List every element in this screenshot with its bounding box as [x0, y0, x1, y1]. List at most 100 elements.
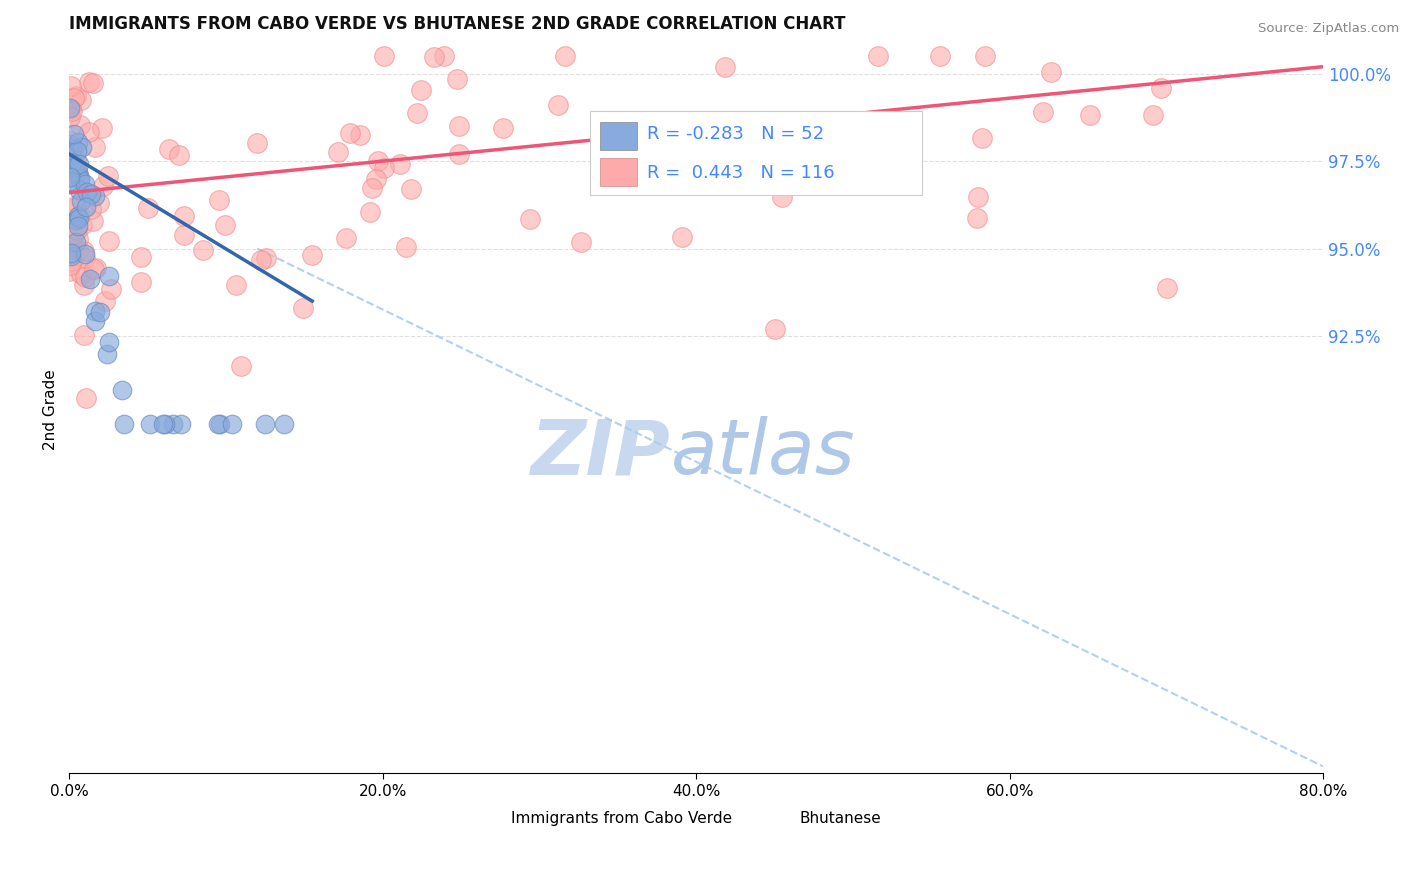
- Point: [214, 219, 236, 233]
- Point: [152, 417, 174, 431]
- Point: [671, 230, 693, 244]
- Point: [519, 211, 541, 226]
- Point: [62, 140, 84, 154]
- Point: [66, 135, 89, 149]
- Point: [423, 50, 446, 64]
- Point: [73, 270, 96, 285]
- Point: [63, 227, 86, 241]
- Text: R =  0.443   N = 116: R = 0.443 N = 116: [647, 164, 835, 182]
- Point: [75, 177, 97, 191]
- Point: [84, 303, 107, 318]
- Point: [250, 253, 273, 268]
- Point: [98, 234, 121, 248]
- Point: [60, 254, 83, 268]
- Point: [58, 141, 80, 155]
- Y-axis label: 2nd Grade: 2nd Grade: [44, 369, 58, 450]
- Point: [69, 173, 91, 187]
- Point: [58, 247, 80, 261]
- Point: [66, 244, 89, 259]
- Point: [207, 417, 229, 431]
- Point: [928, 49, 950, 63]
- Point: [547, 98, 569, 112]
- Point: [373, 161, 395, 176]
- Point: [373, 49, 395, 63]
- Point: [208, 417, 231, 431]
- Point: [59, 246, 82, 260]
- Point: [162, 417, 184, 431]
- Point: [60, 156, 83, 170]
- Point: [858, 127, 880, 141]
- Point: [98, 268, 121, 283]
- Point: [360, 180, 382, 194]
- Point: [366, 171, 388, 186]
- Point: [65, 213, 87, 227]
- Point: [58, 264, 80, 278]
- Point: [70, 194, 93, 208]
- Point: [359, 205, 381, 219]
- Point: [59, 102, 82, 116]
- Point: [136, 202, 159, 216]
- Text: Immigrants from Cabo Verde: Immigrants from Cabo Verde: [510, 811, 731, 826]
- Point: [554, 49, 576, 63]
- Point: [59, 169, 82, 184]
- Point: [291, 301, 314, 315]
- Point: [967, 190, 990, 204]
- Point: [872, 122, 894, 136]
- Point: [225, 278, 247, 293]
- Point: [63, 128, 86, 142]
- Point: [65, 88, 87, 103]
- Point: [66, 164, 89, 178]
- Point: [63, 199, 86, 213]
- Point: [129, 276, 152, 290]
- Point: [449, 120, 471, 134]
- FancyBboxPatch shape: [464, 810, 502, 828]
- Point: [446, 71, 468, 86]
- Point: [433, 49, 456, 63]
- Point: [65, 235, 87, 249]
- Text: Source: ZipAtlas.com: Source: ZipAtlas.com: [1258, 22, 1399, 36]
- Point: [73, 251, 96, 265]
- Point: [1156, 280, 1178, 294]
- Point: [67, 183, 90, 197]
- Point: [326, 145, 349, 159]
- Point: [80, 202, 103, 216]
- Point: [173, 227, 195, 242]
- Point: [66, 144, 89, 158]
- Point: [157, 142, 180, 156]
- Point: [79, 272, 101, 286]
- Point: [973, 49, 995, 63]
- Point: [70, 140, 93, 154]
- Point: [97, 169, 120, 183]
- Point: [169, 417, 191, 431]
- Point: [682, 162, 704, 177]
- Point: [191, 244, 214, 258]
- Point: [678, 117, 700, 131]
- Point: [112, 417, 135, 431]
- Point: [72, 244, 94, 259]
- Point: [449, 147, 471, 161]
- Point: [772, 190, 794, 204]
- Point: [66, 165, 89, 179]
- Point: [75, 247, 97, 261]
- Point: [167, 148, 190, 162]
- Point: [59, 134, 82, 148]
- Point: [84, 260, 107, 275]
- Point: [83, 140, 105, 154]
- Point: [72, 219, 94, 233]
- Point: [734, 119, 756, 133]
- Point: [89, 305, 111, 319]
- Point: [569, 235, 592, 249]
- Point: [69, 118, 91, 132]
- Point: [67, 211, 90, 226]
- Point: [866, 49, 889, 63]
- Point: [492, 120, 515, 135]
- Point: [91, 121, 114, 136]
- Point: [970, 131, 993, 145]
- Point: [60, 159, 83, 173]
- Point: [60, 103, 83, 118]
- Point: [254, 252, 277, 266]
- Point: [91, 178, 114, 193]
- Point: [1078, 108, 1101, 122]
- Point: [60, 155, 83, 169]
- Point: [763, 322, 786, 336]
